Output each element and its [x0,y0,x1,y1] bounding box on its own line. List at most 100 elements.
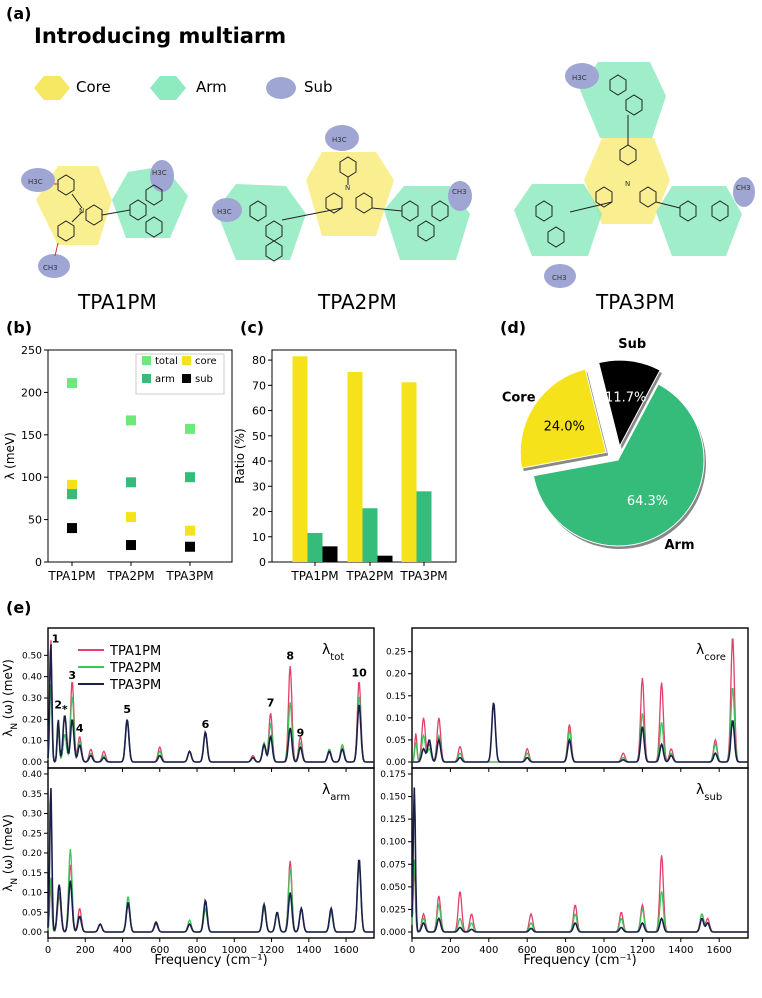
pie-value-label-Sub: 11.7% [605,391,646,406]
x-tick-label: 0 [45,945,51,956]
legend-core-swatch [34,76,70,100]
legend-label-arm: arm [155,374,175,385]
y-tick-label: 0.175 [380,770,406,780]
peak-label: 9 [297,726,305,739]
y-tick-label: 20 [252,506,266,519]
y-tick-label: 0.05 [22,908,42,918]
legend-sub-swatch [266,77,296,99]
molecule-figure: H3C CH3 H3C N H3C H3C CH3 N [21,62,755,288]
bar-core [401,382,417,562]
series-line-TPA1PM [47,860,374,933]
peak-label: 7 [267,697,275,710]
y-tick-label: 0.30 [22,810,42,820]
chem-label-h3c: H3C [152,169,167,177]
y-tick-label: 0.30 [22,694,42,704]
scatter-point-core [185,525,195,536]
legend-swatch-sub [182,374,191,383]
panel-label-a: (a) [6,4,32,23]
y-tick-label: 0.15 [22,869,42,879]
molecule-tpa1pm: H3C CH3 H3C N [21,160,188,278]
series-line-TPA2PM [47,848,374,933]
y-tick-label: 0.35 [22,790,42,800]
chem-label-h3c: H3C [217,208,232,216]
peak-label: 4 [76,722,84,735]
pie-name-label-Sub: Sub [618,337,646,352]
y-tick-label: 0 [35,556,42,569]
y-tick-label: 0.125 [380,815,406,825]
y-tick-label: 0.00 [22,758,42,768]
y-tick-label: 200 [21,386,42,399]
subplot-title-core: λcore [696,642,726,663]
molecule-tpa3pm: H3C CH3 CH3 N [514,62,755,288]
bar-arm [416,491,432,562]
pie-slice-Sub [598,359,661,448]
peak-label: 6 [202,718,210,731]
y-tick-label: 40 [252,455,266,468]
x-tick-label: TPA3PM [165,569,213,583]
chem-label-ch3: CH3 [452,188,467,196]
peak-label: 5 [123,703,131,716]
chart-e-spectra: 0.00 0.10 0.20 0.30 0.40 0.50 λtot 0.00 0.05 0.10… [1,627,749,968]
panel-label-e: (e) [6,598,32,617]
chem-label-ch3: CH3 [552,274,567,282]
x-tick-label: 1400 [296,945,321,956]
x-tick-label: 200 [441,945,460,956]
y-tick-label: 80 [252,354,266,367]
y-axis-label: λ (meV) [3,432,17,480]
chart-b-scatter: 0 50 100 150 200 250 TPA1PM TPA2PM TPA3PM λ (meV)… [3,344,233,583]
x-tick-label: TPA2PM [345,569,393,583]
molecule-name-tpa1pm: TPA1PM [78,290,157,314]
series-line-TPA2PM [411,688,748,763]
panel-label-d: (d) [500,318,527,337]
multiarm-title: Introducing multiarm [34,24,287,48]
scatter-point-core [67,479,77,490]
x-tick-label: 1600 [333,945,358,956]
subplot-tot: 0.00 0.10 0.20 0.30 0.40 0.50 λtot [22,627,375,772]
bar-sub [377,555,393,562]
scatter-point-total [67,378,77,389]
y-tick-label: 0.00 [386,758,406,768]
legend-sub-label: Sub [304,78,333,96]
pie-slice-Arm [532,383,705,547]
y-tick-label: 0.150 [380,793,406,803]
scatter-point-total [126,415,136,426]
pie-name-label-Arm: Arm [664,538,694,553]
subplot-frame [411,767,749,939]
y-tick-label: 50 [252,430,266,443]
chem-label-h3c: H3C [28,178,43,186]
subplot-arm: 0.00 0.05 0.10 0.15 0.20 0.25 0.30 0.35 0.40 0 200… [22,767,375,956]
peak-label: 1 [52,633,60,646]
x-axis-label: Frequency (cm⁻¹) [523,953,636,968]
legend-label-TPA1PM: TPA1PM [109,644,161,659]
y-tick-label: 0.10 [386,714,406,724]
subplot-sub: 0.000 0.025 0.050 0.075 0.100 0.125 0.150 0.175… [380,767,749,956]
y-tick-label: 50 [28,514,42,527]
bar-sub [322,546,338,562]
x-tick-label: 1000 [591,945,616,956]
y-axis-label: λN (ω) (meV) [1,659,20,737]
x-tick-label: 800 [187,945,206,956]
scatter-point-arm [67,489,77,500]
legend-core-label: Core [76,78,111,96]
y-tick-label: 0.10 [22,889,42,899]
pie-value-label-Arm: 64.3% [627,494,668,509]
legend-label-core: core [195,356,217,367]
legend-label-sub: sub [195,374,213,385]
y-tick-label: 0.00 [22,928,42,938]
subplot-core: 0.00 0.05 0.10 0.15 0.20 0.25 λcore [386,627,749,772]
x-tick-label: 0 [409,945,415,956]
subplot-title-arm: λarm [322,782,350,803]
legend-arm-label: Arm [196,78,227,96]
peak-label: 10 [351,667,367,680]
x-tick-label: 1600 [706,945,731,956]
y-tick-label: 0.075 [380,860,406,870]
molecule-name-tpa2pm: TPA2PM [318,290,397,314]
x-tick-label: TPA1PM [290,569,338,583]
x-tick-label: 1000 [222,945,247,956]
y-tick-label: 0.000 [380,928,406,938]
x-tick-label: TPA1PM [47,569,95,583]
legend-label-TPA2PM: TPA2PM [109,661,161,676]
y-tick-label: 0.025 [380,905,406,915]
x-tick-label: 1400 [668,945,693,956]
pie-name-label-Core: Core [502,390,536,405]
